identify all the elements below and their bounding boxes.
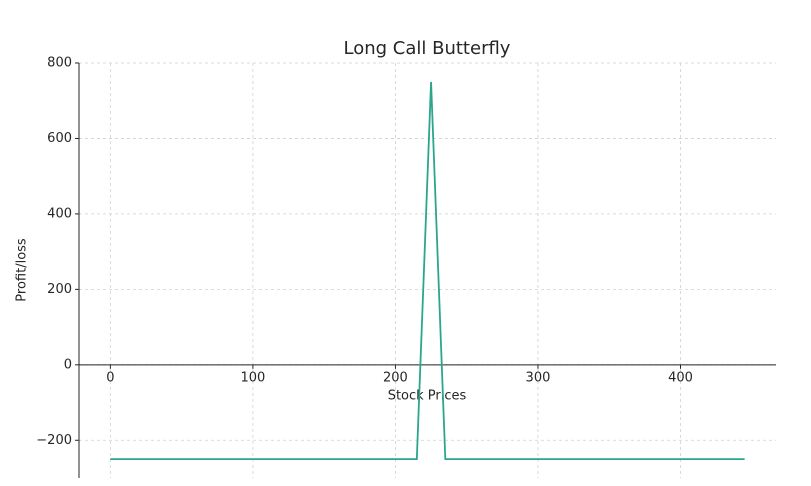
chart-title: Long Call Butterfly	[344, 38, 511, 59]
x-tick-label: 300	[526, 370, 551, 385]
y-tick-label: 800	[47, 56, 72, 71]
x-axis-label: Stock Prices	[388, 389, 467, 404]
line-series	[110, 81, 745, 461]
x-tick-label: 200	[383, 370, 408, 385]
x-tick-label: 0	[106, 370, 114, 385]
y-tick-label: −200	[36, 433, 72, 448]
y-tick-label: 400	[47, 206, 72, 221]
y-tick-label: 0	[64, 357, 72, 372]
y-tick-label: 600	[47, 131, 72, 146]
x-tick-label: 400	[668, 370, 693, 385]
y-axis-label: Profit/loss	[15, 238, 30, 302]
x-tick-label: 100	[240, 370, 265, 385]
y-tick-label: 200	[47, 282, 72, 297]
